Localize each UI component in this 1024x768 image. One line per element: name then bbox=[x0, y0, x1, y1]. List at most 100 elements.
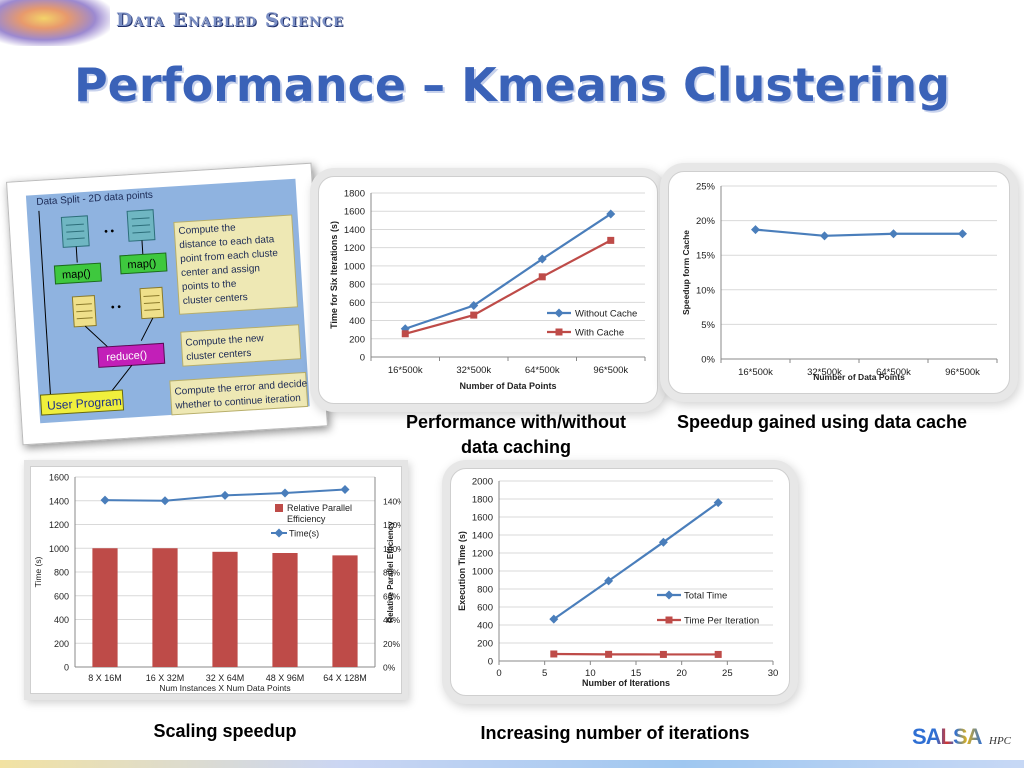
y-tick-label: 2000 bbox=[472, 477, 493, 488]
legend-marker bbox=[664, 590, 674, 600]
y2-tick-label: 60% bbox=[383, 591, 400, 601]
bar bbox=[152, 548, 178, 667]
data-point bbox=[820, 231, 829, 241]
chart-iterations: 0 200 400 600 800 1000 1200 1400 1600 1800 2000 0 5 1… bbox=[457, 477, 779, 689]
chart-frame-cache: 0 200 400 600 800 1000 1200 1400 1600 1800 16*500k… bbox=[318, 176, 658, 404]
data-point bbox=[605, 650, 613, 658]
y-tick-label: 600 bbox=[54, 591, 69, 601]
y-tick-label: 0 bbox=[488, 657, 493, 668]
ellipsis-middle: • • bbox=[111, 302, 122, 314]
caption-cache-line2: data caching bbox=[460, 437, 572, 457]
x-tick-label: 64*500k bbox=[525, 365, 560, 376]
y2-tick-label: 100% bbox=[383, 544, 401, 554]
x-tick-label: 32*500k bbox=[456, 365, 491, 376]
x-tick-label: 96*500k bbox=[945, 367, 980, 378]
data-point bbox=[401, 330, 409, 338]
user-program-box bbox=[39, 389, 125, 416]
chart-speedup: 0% 5% 10% 15% 20% 25% 16*500k 32*500k 64*500k 96*… bbox=[681, 182, 998, 382]
arrow bbox=[110, 365, 133, 394]
y-tick-label: 1200 bbox=[344, 243, 365, 254]
y2-tick-label: 120% bbox=[383, 520, 401, 530]
y-tick-label: 800 bbox=[477, 585, 493, 596]
note1-line: cluster centers bbox=[183, 292, 249, 307]
data-point bbox=[659, 650, 667, 658]
x-tick-label: 32*500k bbox=[807, 367, 842, 378]
data-file-icon bbox=[60, 215, 90, 248]
x-tick-label: 0 bbox=[496, 668, 501, 679]
legend-label: Relative Parallel bbox=[287, 503, 352, 513]
y-axis-label: Execution Time (s) bbox=[457, 531, 467, 611]
legend-marker bbox=[665, 616, 673, 624]
x-axis-label: Number of Iterations bbox=[582, 678, 670, 688]
user-program-label: User Program bbox=[47, 394, 122, 413]
arrow bbox=[75, 246, 78, 263]
data-point bbox=[607, 236, 615, 244]
data-point bbox=[538, 273, 546, 281]
mapreduce-diagram: Data Split - 2D data points • • map() ma… bbox=[25, 178, 310, 424]
x-axis-label: Number of Data Points bbox=[813, 372, 905, 382]
y-tick-label: 0 bbox=[360, 353, 365, 364]
brand-glow-decoration bbox=[0, 0, 110, 46]
data-point bbox=[100, 495, 110, 505]
data-point bbox=[658, 537, 668, 547]
y-tick-label: 200 bbox=[477, 639, 493, 650]
y-axis-label: Speedup form Cache bbox=[681, 230, 691, 315]
note-error bbox=[169, 371, 309, 416]
data-point bbox=[751, 225, 760, 235]
y-tick-label: 600 bbox=[349, 298, 365, 309]
data-point bbox=[470, 311, 478, 319]
series-line bbox=[755, 228, 963, 237]
y2-tick-label: 80% bbox=[383, 568, 400, 578]
arrow bbox=[140, 317, 154, 341]
map-box-2 bbox=[119, 252, 168, 275]
y-tick-label: 1200 bbox=[472, 549, 493, 560]
x-tick-label: 5 bbox=[542, 668, 547, 679]
map-box-1 bbox=[53, 262, 102, 285]
data-point bbox=[549, 614, 559, 624]
x-tick-label: 25 bbox=[722, 668, 733, 679]
salsa-hpc-logo: SALSA HPC bbox=[912, 724, 1012, 750]
series-line bbox=[404, 239, 612, 335]
y-tick-label: 200 bbox=[349, 334, 365, 345]
y-tick-label: 20% bbox=[696, 216, 716, 227]
data-point bbox=[340, 484, 350, 494]
note2-line: Compute the new bbox=[185, 333, 265, 349]
y-tick-label: 600 bbox=[477, 603, 493, 614]
chart-cache: 0 200 400 600 800 1000 1200 1400 1600 1800 16*500k… bbox=[329, 189, 646, 391]
bar bbox=[272, 553, 298, 667]
y-tick-label: 1200 bbox=[49, 520, 69, 530]
y2-tick-label: 20% bbox=[383, 639, 400, 649]
note2-line: cluster centers bbox=[186, 348, 252, 363]
data-point bbox=[550, 650, 558, 658]
bar bbox=[212, 551, 238, 667]
caption-cache-line1: Performance with/without bbox=[405, 412, 627, 432]
y-tick-label: 1400 bbox=[344, 225, 365, 236]
x-tick-label: 64 X 128M bbox=[323, 673, 367, 683]
x-tick-label: 30 bbox=[768, 668, 779, 679]
series-line bbox=[553, 501, 719, 621]
y-tick-label: 400 bbox=[349, 316, 365, 327]
data-point bbox=[160, 496, 170, 506]
note1-line: Compute the bbox=[178, 223, 236, 238]
data-point bbox=[604, 576, 614, 586]
y-tick-label: 200 bbox=[54, 639, 69, 649]
y-tick-label: 1000 bbox=[472, 567, 493, 578]
legend-swatch bbox=[275, 504, 283, 512]
y-tick-label: 1400 bbox=[49, 496, 69, 506]
bar bbox=[332, 555, 358, 667]
intermediate-file-icon bbox=[139, 286, 165, 320]
reduce-label: reduce() bbox=[106, 349, 148, 364]
legend-marker bbox=[555, 328, 563, 336]
x-tick-label: 16*500k bbox=[738, 367, 773, 378]
data-point bbox=[958, 229, 967, 239]
y-tick-label: 5% bbox=[701, 320, 715, 331]
x-tick-label: 48 X 96M bbox=[266, 673, 305, 683]
chart-scaling: 0 200 400 600 800 1000 1200 1400 1600 0% 20% 40% 60%… bbox=[33, 473, 401, 694]
note-new-centers bbox=[180, 324, 302, 367]
y-tick-label: 1600 bbox=[472, 513, 493, 524]
data-point bbox=[469, 301, 479, 311]
map-label-2: map() bbox=[127, 258, 156, 272]
bottom-color-bar bbox=[0, 760, 1024, 768]
data-file-icon bbox=[126, 209, 156, 242]
x-tick-label: 8 X 16M bbox=[88, 673, 122, 683]
